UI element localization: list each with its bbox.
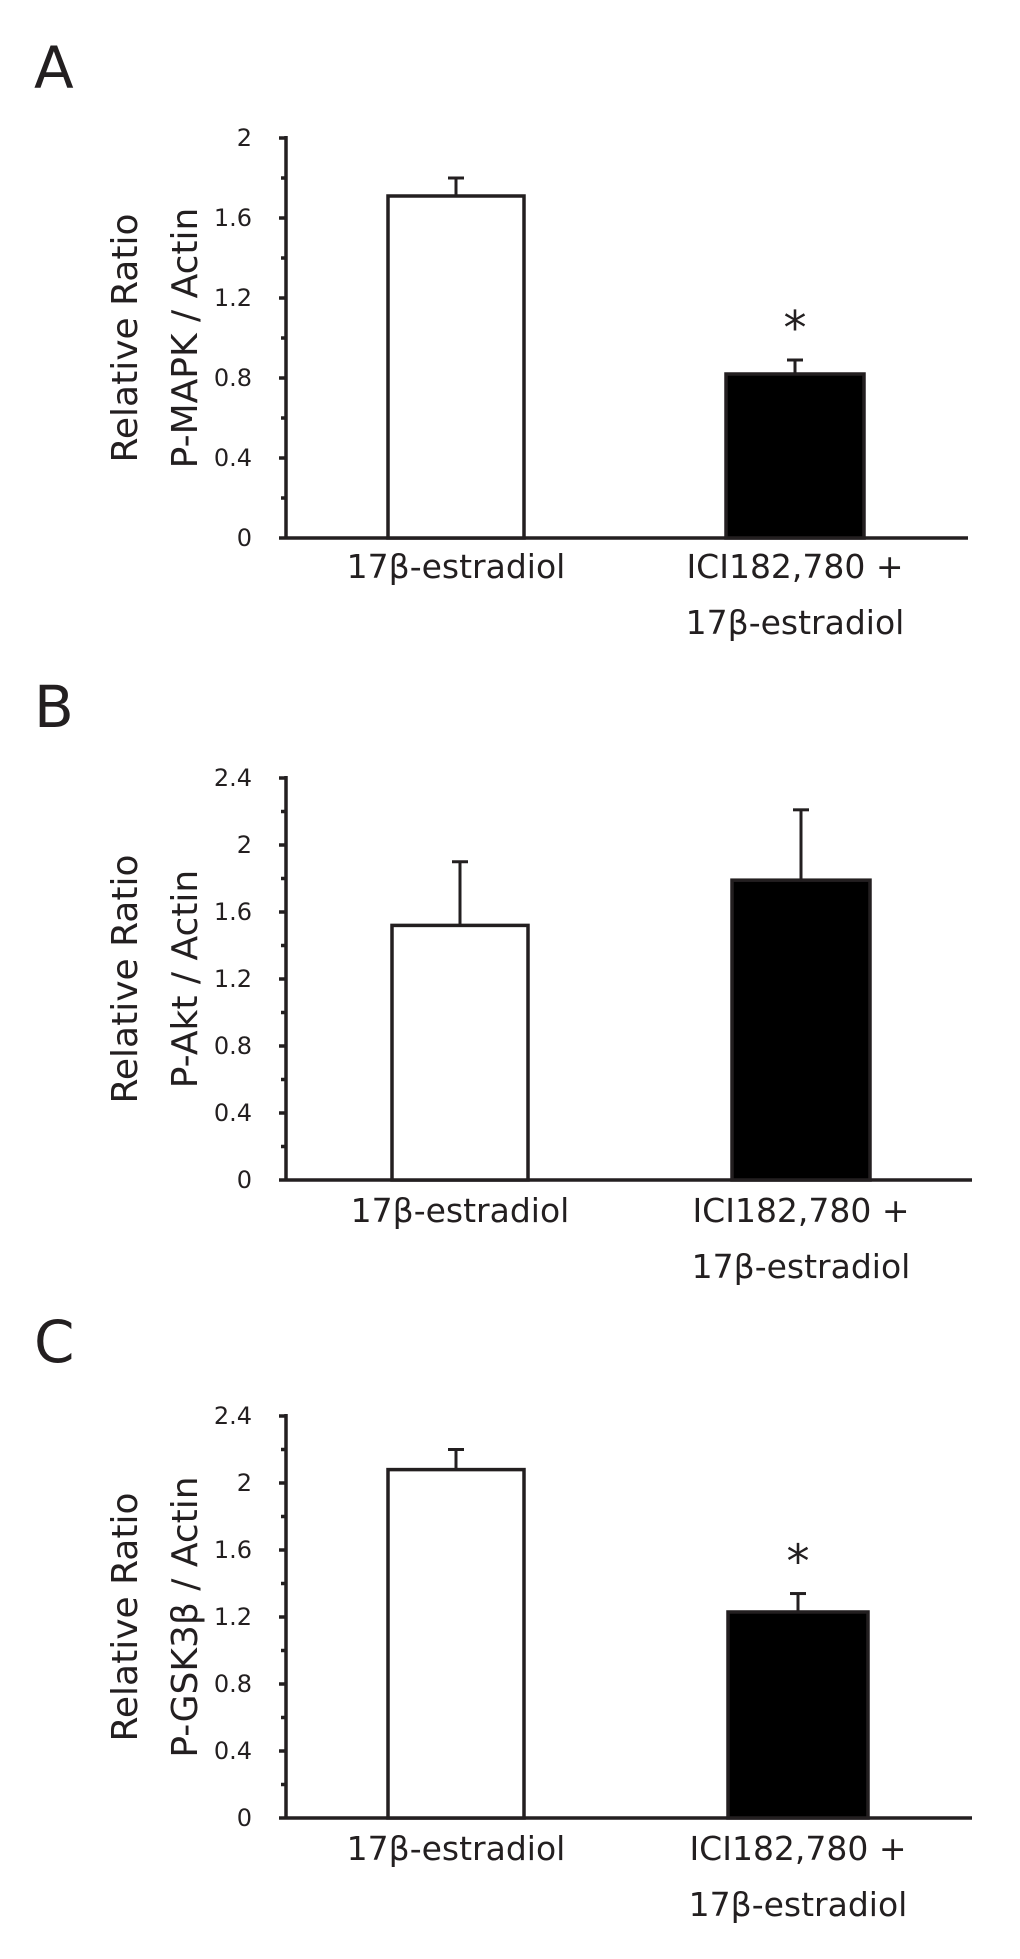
y-tick-label: 0.8 xyxy=(214,1032,252,1060)
x-category-label: 17β-estradiol xyxy=(347,1829,566,1868)
bar-ici-estradiol xyxy=(730,878,872,1182)
x-category-label: 17β-estradiol xyxy=(692,1247,911,1286)
panel-letter: A xyxy=(34,34,74,102)
y-tick-label: 0.4 xyxy=(214,1737,252,1765)
y-tick-label: 1.6 xyxy=(214,1536,252,1564)
y-tick-label: 1.2 xyxy=(214,965,252,993)
y-tick-label: 0 xyxy=(237,524,252,552)
y-axis-label: P-Akt / Actin xyxy=(165,870,206,1088)
y-tick-label: 0 xyxy=(237,1166,252,1194)
x-category-label: 17β-estradiol xyxy=(686,603,905,642)
bar-estradiol xyxy=(386,1467,526,1820)
y-tick-label: 1.2 xyxy=(214,284,252,312)
y-axis-label: Relative Ratio xyxy=(105,854,146,1103)
bar-estradiol xyxy=(386,194,526,540)
y-tick-label: 1.6 xyxy=(214,204,252,232)
x-category-label: ICI182,780 + xyxy=(686,547,903,586)
y-tick-label: 2 xyxy=(237,124,252,152)
y-axis-label: P-GSK3β / Actin xyxy=(165,1476,206,1757)
y-tick-label: 2.4 xyxy=(214,1402,252,1430)
y-tick-label: 1.6 xyxy=(214,898,252,926)
y-tick-label: 2 xyxy=(237,1469,252,1497)
y-axis-label: Relative Ratio xyxy=(105,1492,146,1741)
bar-ici-estradiol xyxy=(726,1610,870,1820)
bar-ici-estradiol xyxy=(724,372,866,540)
x-category-label: 17β-estradiol xyxy=(351,1191,570,1230)
panel-letter: C xyxy=(34,1308,75,1376)
panel-letter: B xyxy=(34,673,74,741)
y-axis-label: P-MAPK / Actin xyxy=(165,208,206,469)
y-axis-label: Relative Ratio xyxy=(105,213,146,462)
significance-marker: * xyxy=(787,1535,810,1589)
x-category-label: 17β-estradiol xyxy=(347,547,566,586)
significance-marker: * xyxy=(784,301,807,355)
bar-estradiol xyxy=(390,923,530,1182)
y-tick-label: 0.4 xyxy=(214,444,252,472)
chart-panel-c: C Relative Ratio P-GSK3β / Actin 0 0.4 0.8 1.2… xyxy=(34,1308,972,1924)
chart-panel-a: A Relative Ratio P-MAPK / Actin 0 0.4 0.8 1.2 1… xyxy=(34,34,968,642)
y-tick-label: 0.8 xyxy=(214,364,252,392)
y-tick-label: 2.4 xyxy=(214,764,252,792)
y-tick-label: 0.4 xyxy=(214,1099,252,1127)
x-category-label: 17β-estradiol xyxy=(689,1885,908,1924)
x-category-label: ICI182,780 + xyxy=(692,1191,909,1230)
y-tick-label: 0.8 xyxy=(214,1670,252,1698)
y-tick-label: 1.2 xyxy=(214,1603,252,1631)
y-tick-label: 2 xyxy=(237,831,252,859)
chart-panel-b: B Relative Ratio P-Akt / Actin 0 0.4 0.8 1.2 1.… xyxy=(34,673,972,1286)
x-category-label: ICI182,780 + xyxy=(689,1829,906,1868)
y-tick-label: 0 xyxy=(237,1804,252,1832)
